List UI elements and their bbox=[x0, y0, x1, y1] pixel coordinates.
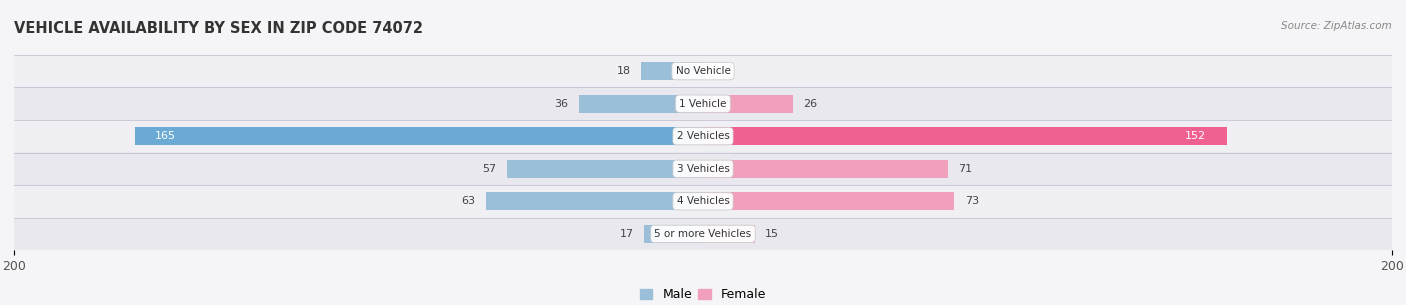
Bar bbox=[579, 95, 703, 113]
Text: 26: 26 bbox=[803, 99, 817, 109]
Bar bbox=[135, 127, 703, 145]
Text: 57: 57 bbox=[482, 164, 496, 174]
Text: 63: 63 bbox=[461, 196, 475, 206]
Bar bbox=[703, 127, 1226, 145]
Bar bbox=[14, 152, 1392, 185]
Bar bbox=[506, 160, 703, 178]
Bar bbox=[703, 225, 755, 243]
Bar bbox=[14, 217, 1392, 250]
Legend: Male, Female: Male, Female bbox=[636, 283, 770, 305]
Text: No Vehicle: No Vehicle bbox=[675, 66, 731, 76]
Text: 15: 15 bbox=[765, 229, 779, 239]
Text: 3 Vehicles: 3 Vehicles bbox=[676, 164, 730, 174]
Bar bbox=[644, 225, 703, 243]
Text: 4 Vehicles: 4 Vehicles bbox=[676, 196, 730, 206]
Bar bbox=[703, 160, 948, 178]
Text: Source: ZipAtlas.com: Source: ZipAtlas.com bbox=[1281, 21, 1392, 31]
Bar bbox=[486, 192, 703, 210]
Text: 36: 36 bbox=[554, 99, 568, 109]
Bar bbox=[14, 120, 1392, 152]
Text: 152: 152 bbox=[1185, 131, 1206, 141]
Text: 1 Vehicle: 1 Vehicle bbox=[679, 99, 727, 109]
Bar bbox=[703, 192, 955, 210]
Text: 165: 165 bbox=[155, 131, 176, 141]
Text: 17: 17 bbox=[620, 229, 634, 239]
Bar bbox=[14, 55, 1392, 88]
Text: VEHICLE AVAILABILITY BY SEX IN ZIP CODE 74072: VEHICLE AVAILABILITY BY SEX IN ZIP CODE … bbox=[14, 21, 423, 36]
Text: 2 Vehicles: 2 Vehicles bbox=[676, 131, 730, 141]
Text: 5 or more Vehicles: 5 or more Vehicles bbox=[654, 229, 752, 239]
Text: 71: 71 bbox=[957, 164, 972, 174]
Text: 73: 73 bbox=[965, 196, 979, 206]
Bar bbox=[14, 88, 1392, 120]
Bar bbox=[14, 185, 1392, 217]
Bar bbox=[641, 62, 703, 80]
Bar bbox=[703, 95, 793, 113]
Text: 18: 18 bbox=[617, 66, 631, 76]
